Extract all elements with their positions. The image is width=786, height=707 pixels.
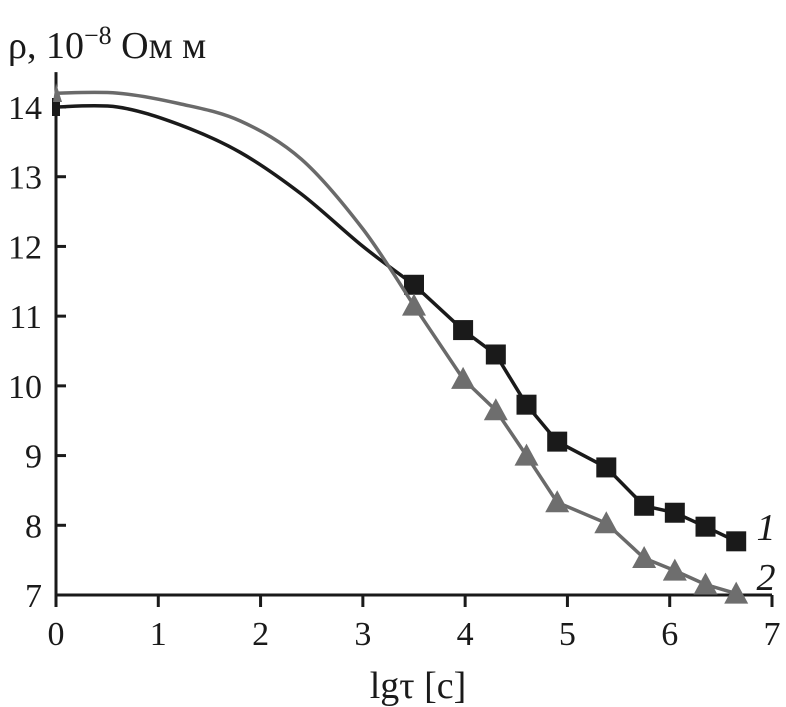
series-1-point [664,502,685,523]
series-layer: 12 [52,83,776,604]
series-1-start-marker [52,98,60,116]
series-1-point [547,431,568,452]
series-2-label: 2 [757,557,776,599]
series-1-point [726,531,747,552]
series-2-point [483,398,508,421]
series-1-point [404,274,424,295]
x-tick-label: 5 [559,616,576,653]
x-tick-label: 6 [661,616,678,653]
x-tick-label: 1 [150,616,167,653]
series-2-point [724,581,749,604]
series-2-point [514,443,539,466]
y-tick-label: 14 [8,90,42,127]
x-tick-label: 4 [457,616,474,653]
series-1-point [695,516,716,537]
series-1-label: 1 [757,507,776,549]
y-tick-label: 11 [9,299,42,336]
series-1-point [485,344,506,365]
series-2-curve [55,90,416,307]
series-1-point [634,495,655,516]
series-1-point [516,394,537,415]
y-tick-label: 13 [8,160,42,197]
series-1-point [596,457,617,478]
y-tick-label: 7 [25,578,42,615]
series-1-curve [55,103,416,287]
series-2-point [545,490,570,513]
axes [54,72,772,597]
series-1: 1 [52,98,776,552]
series-1-line [412,283,737,543]
series-2-point [594,511,619,534]
y-axis-title: ρ, 10−8 Ом м [8,21,206,67]
y-tick-label: 10 [8,369,42,406]
series-2-start-marker [53,83,62,103]
y-ticks: 7 8 9 10 11 12 13 14 [8,90,66,615]
y-tick-label: 8 [25,508,42,545]
x-tick-label: 0 [48,616,65,653]
series-2-point [402,293,426,316]
series-2-point [451,366,476,389]
series-2: 2 [53,83,776,604]
x-tick-label: 7 [764,616,781,653]
series-2-point [662,558,687,581]
x-axis-title: lgτ [с] [370,665,467,707]
x-tick-label: 3 [354,616,371,653]
y-tick-label: 12 [8,229,42,266]
y-tick-label: 9 [25,439,42,476]
series-2-point [693,572,718,595]
series-2-line [412,304,737,596]
x-tick-label: 2 [252,616,269,653]
x-ticks: 0 1 2 3 4 5 6 7 [48,595,781,653]
series-2-point [632,546,657,569]
series-1-point [453,320,474,341]
